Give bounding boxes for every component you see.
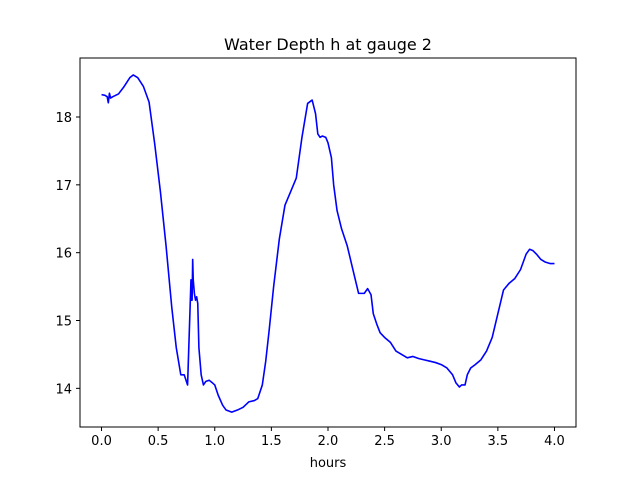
x-axis-label: hours — [310, 456, 347, 471]
x-tick-label: 3.5 — [488, 434, 509, 449]
y-tick-label: 18 — [55, 111, 72, 126]
x-tick-label: 1.0 — [204, 434, 225, 449]
x-tick-label: 2.0 — [318, 434, 339, 449]
x-tick-label: 1.5 — [261, 434, 282, 449]
x-tick-label: 0.0 — [91, 434, 112, 449]
series-line-0 — [101, 74, 555, 413]
x-tick-label: 2.5 — [374, 434, 395, 449]
chart-title: Water Depth h at gauge 2 — [224, 35, 432, 54]
x-tick-label: 4.0 — [544, 434, 565, 449]
y-tick-label: 15 — [55, 315, 72, 330]
y-tick-label: 16 — [55, 247, 72, 262]
y-tick-label: 14 — [55, 382, 72, 397]
x-tick-label: 3.0 — [431, 434, 452, 449]
y-tick-label: 17 — [55, 179, 72, 194]
x-tick-label: 0.5 — [148, 434, 169, 449]
